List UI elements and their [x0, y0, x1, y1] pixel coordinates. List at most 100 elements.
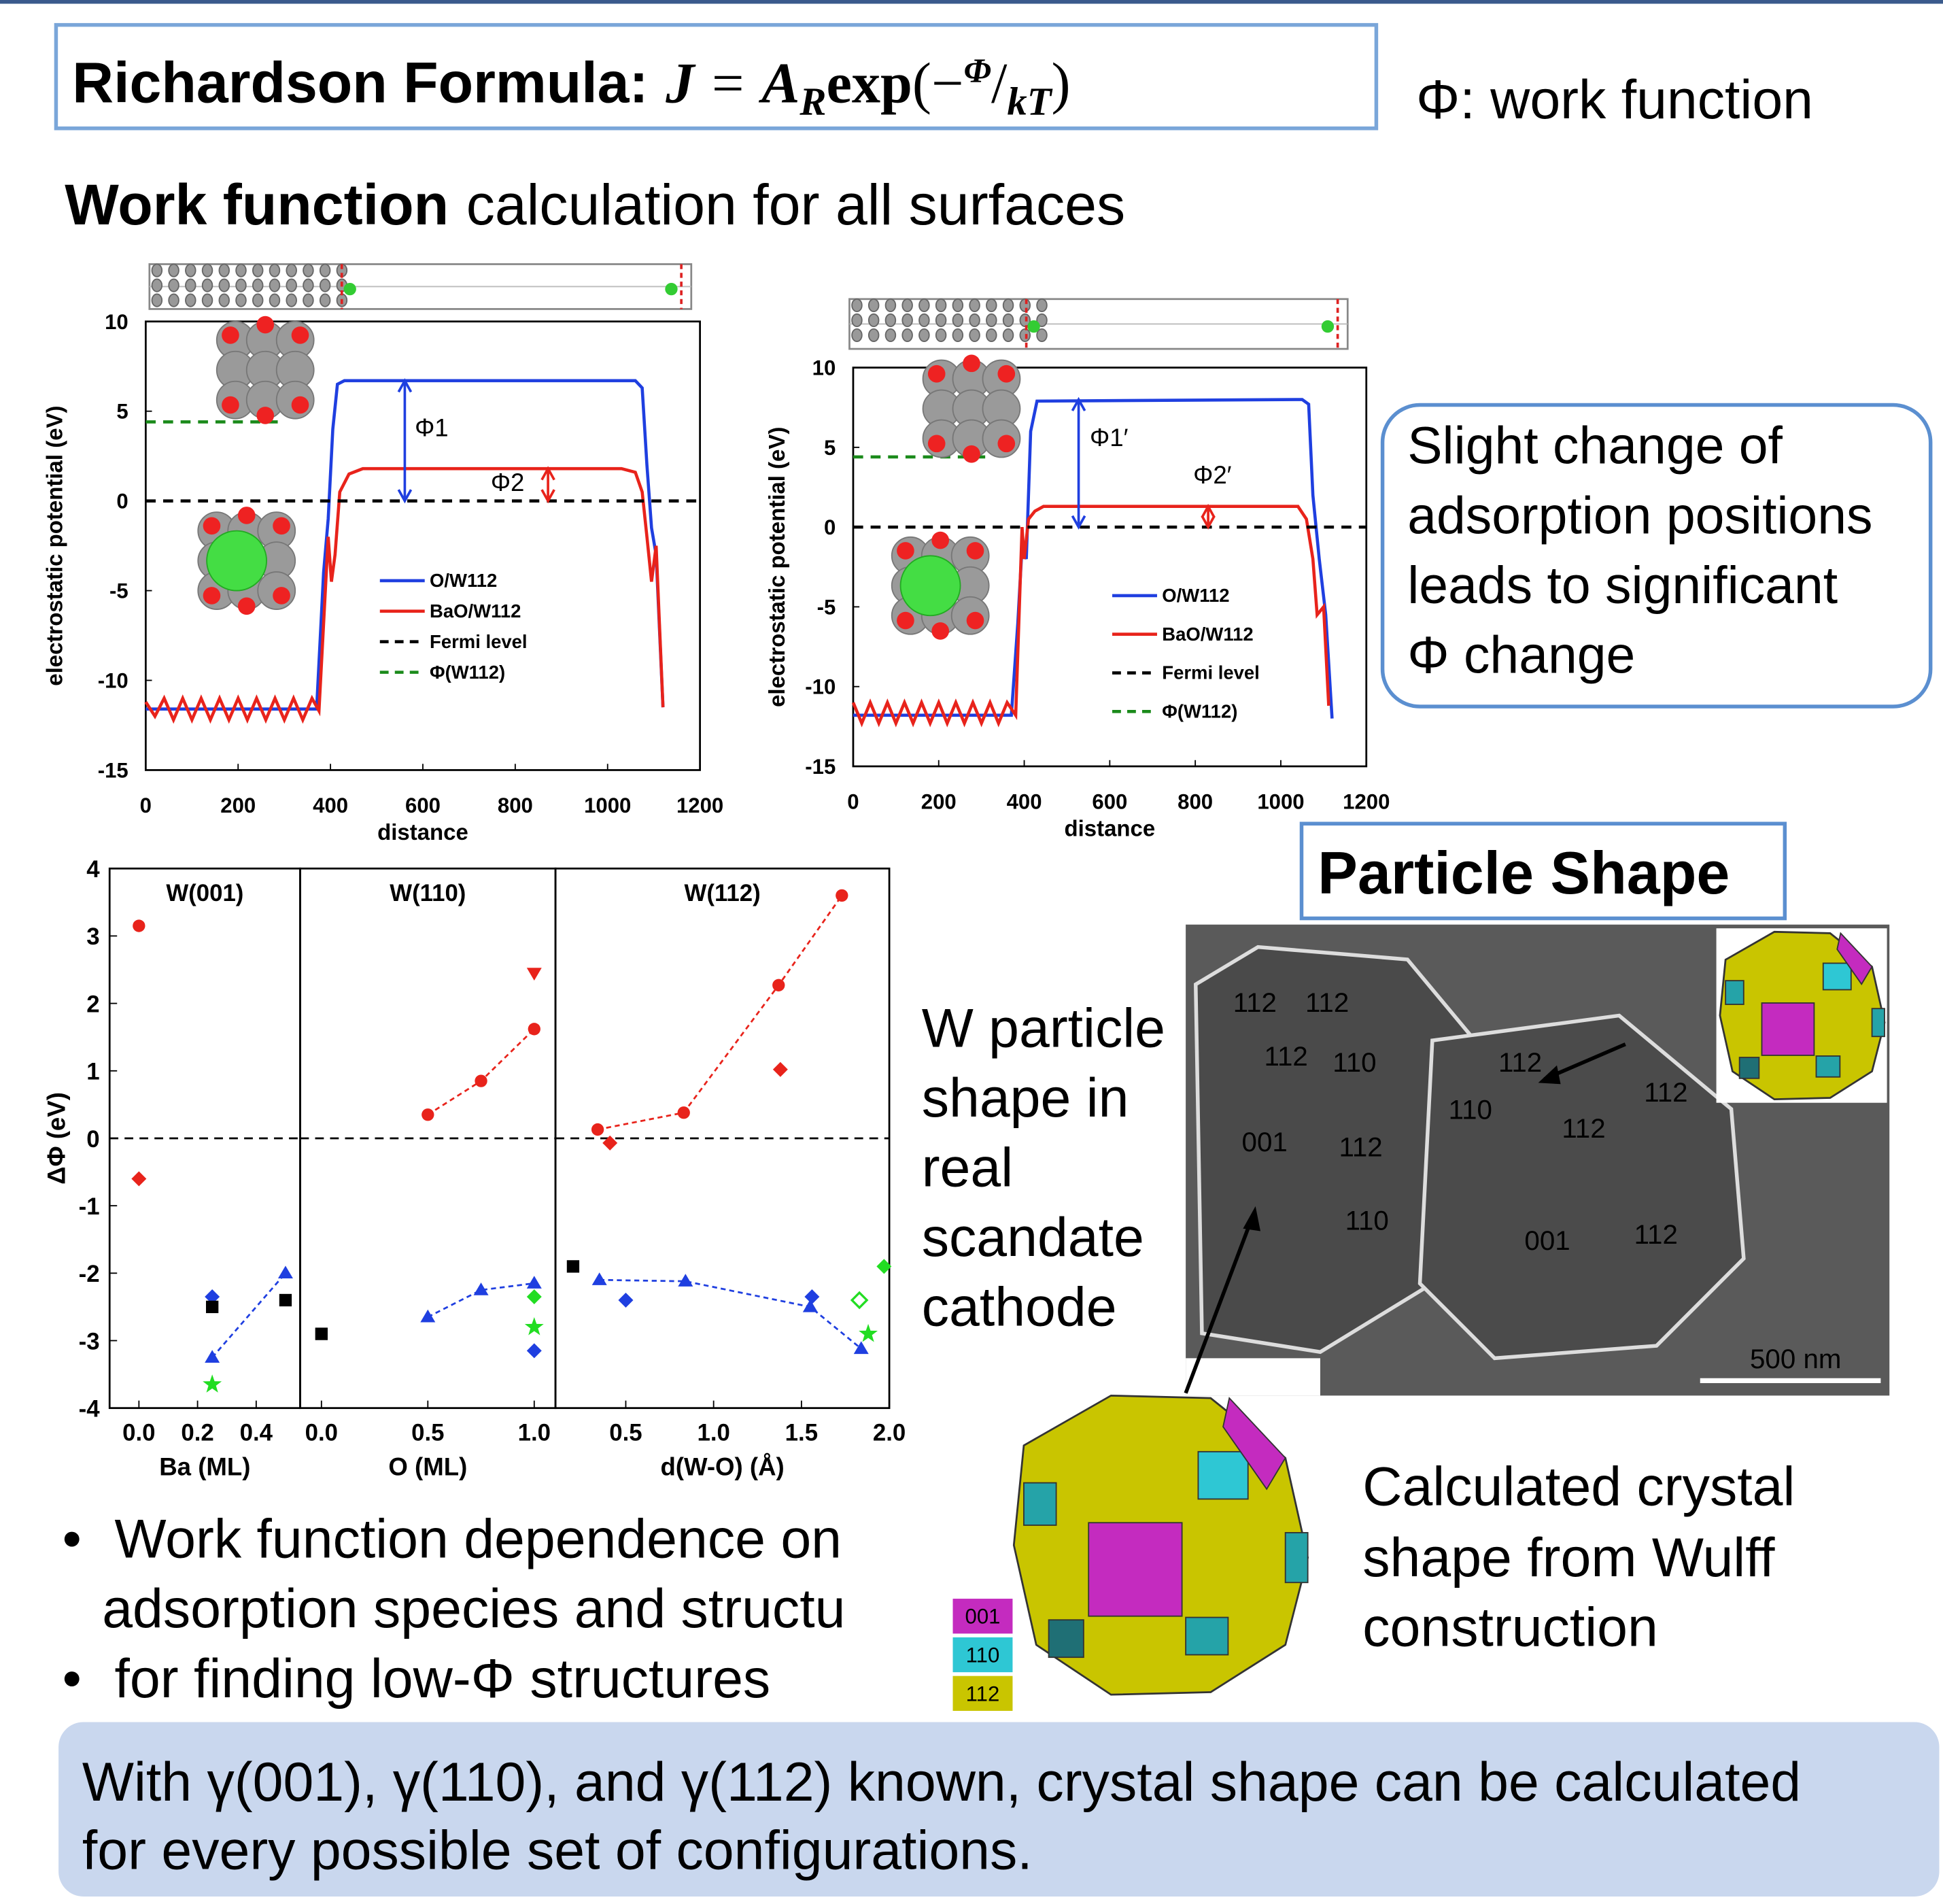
- atom: [203, 294, 213, 306]
- atom: [219, 279, 229, 291]
- legend-label: Φ(W112): [430, 662, 505, 683]
- footer-line: With γ(001), γ(110), and γ(112) known, c…: [82, 1752, 1801, 1813]
- atom: [919, 314, 929, 326]
- x-tick-label: 0.4: [240, 1419, 273, 1446]
- y-tick-label: -10: [805, 675, 836, 699]
- atom: [967, 542, 984, 560]
- title-text: Richardson Formula:: [72, 50, 648, 114]
- sem-label: 112: [1634, 1219, 1678, 1250]
- point: [591, 1123, 604, 1136]
- atom: [238, 507, 256, 524]
- atom: [1037, 299, 1047, 311]
- note: Φ: work function: [1416, 69, 1813, 131]
- x-tick-label: 200: [220, 794, 256, 817]
- atom: [169, 294, 179, 306]
- atom: [344, 283, 356, 295]
- atom: [928, 365, 946, 383]
- atom: [303, 279, 313, 291]
- point: [279, 1294, 292, 1306]
- atom: [186, 264, 196, 276]
- atom: [1027, 320, 1039, 333]
- atom: [152, 264, 162, 276]
- atom: [886, 329, 896, 341]
- y-tick-label: 5: [824, 436, 836, 460]
- atom: [186, 294, 196, 306]
- x-axis-label: distance: [1064, 816, 1155, 841]
- slide: Richardson Formula:J=ARexp(−Φ/kT) Φ: wor…: [0, 0, 1943, 1904]
- x-tick-label: 0.5: [411, 1419, 444, 1446]
- atom: [852, 314, 862, 326]
- y-tick-label: -5: [817, 595, 836, 619]
- y-tick-label: 0: [824, 515, 836, 539]
- atom: [963, 445, 980, 463]
- atom: [303, 264, 313, 276]
- point: [203, 1374, 222, 1393]
- legend-label: 001: [965, 1605, 1001, 1629]
- point: [527, 1276, 542, 1289]
- atom: [928, 435, 946, 453]
- point: [420, 1310, 435, 1323]
- atom: [919, 329, 929, 341]
- particle-title: Particle Shape: [1318, 839, 1730, 906]
- y-tick-label: 5: [116, 400, 128, 424]
- bullet-dot: •: [63, 1509, 82, 1570]
- x-tick-label: 0.0: [305, 1419, 338, 1446]
- sem-label: 112: [1265, 1041, 1308, 1072]
- atom: [969, 329, 980, 341]
- atom: [286, 294, 296, 306]
- title: Richardson Formula:J=ARexp(−Φ/kT): [72, 50, 1070, 123]
- bullet: for finding low-Φ structures: [115, 1648, 771, 1710]
- atom: [219, 264, 229, 276]
- real-line: W particle: [922, 998, 1165, 1059]
- atom: [869, 329, 879, 341]
- real-line: scandate: [922, 1207, 1144, 1268]
- wulff-inset: [1816, 1056, 1840, 1077]
- atom: [901, 556, 961, 615]
- x-tick-label: 400: [1007, 789, 1042, 813]
- point: [618, 1293, 633, 1308]
- legend-label: Φ(W112): [1162, 700, 1237, 721]
- x-tick-label: 1.5: [785, 1419, 818, 1446]
- atom: [886, 299, 896, 311]
- point: [852, 1293, 867, 1308]
- phi-label: Φ2′: [1193, 461, 1232, 489]
- point: [205, 1350, 220, 1363]
- atom: [986, 299, 997, 311]
- subtitle-rest: calculation for all surfaces: [466, 173, 1125, 237]
- point: [528, 1023, 540, 1035]
- point: [678, 1274, 693, 1287]
- atom: [169, 264, 179, 276]
- y-axis-label: electrostatic potential (eV): [42, 405, 67, 685]
- point: [131, 1171, 146, 1186]
- x-tick-label: 0: [847, 789, 859, 813]
- atom: [253, 264, 263, 276]
- atom: [320, 279, 330, 291]
- wulff-shape: [1049, 1620, 1084, 1657]
- panel-title: W(001): [166, 880, 243, 906]
- atom: [169, 279, 179, 291]
- point: [527, 968, 542, 981]
- atom: [292, 326, 309, 344]
- y-tick-label: -2: [79, 1261, 100, 1287]
- x-tick-label: 0.2: [181, 1419, 213, 1446]
- atom: [186, 279, 196, 291]
- x-tick-label: 800: [498, 794, 533, 817]
- atom: [253, 294, 263, 306]
- x-tick-label: 1200: [1343, 789, 1390, 813]
- x-tick-label: 0.0: [122, 1419, 155, 1446]
- wulff-shape: [1088, 1523, 1182, 1616]
- atom: [963, 355, 980, 373]
- bullet: adsorption species and structu: [102, 1578, 845, 1639]
- atom: [953, 329, 963, 341]
- formula-part: A: [758, 52, 799, 115]
- x-axis-label: d(W-O) (Å): [660, 1453, 784, 1481]
- atom: [986, 314, 997, 326]
- panel-title: W(110): [390, 880, 466, 906]
- legend-label: Fermi level: [430, 631, 528, 652]
- y-tick-label: 4: [86, 856, 100, 883]
- phi-label: Φ1′: [1090, 424, 1129, 452]
- x-axis-label: Ba (ML): [159, 1453, 250, 1481]
- atom: [969, 314, 980, 326]
- y-tick-label: 0: [86, 1126, 99, 1153]
- sem-label: 001: [1524, 1225, 1570, 1256]
